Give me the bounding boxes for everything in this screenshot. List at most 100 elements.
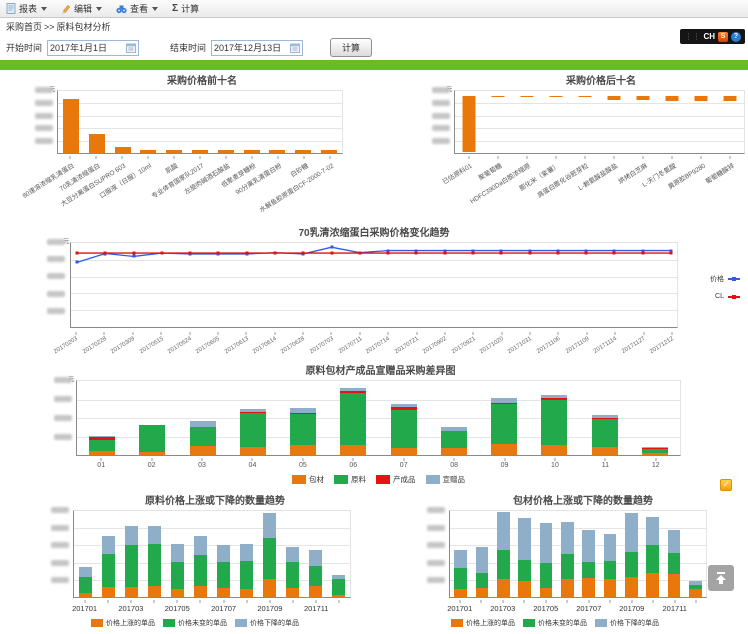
chevron-down-icon	[41, 6, 48, 11]
axis-tick	[729, 156, 731, 159]
bar-segment	[239, 413, 266, 448]
legend-label: 价格未变的单品	[538, 620, 587, 627]
x-axis-label: 201703	[490, 604, 516, 613]
axis-tick	[588, 600, 590, 603]
bar-segment	[308, 586, 323, 597]
axis-tick	[614, 332, 616, 335]
axis-tick	[501, 332, 503, 335]
bar-segment	[340, 444, 367, 455]
bar-segment	[541, 445, 568, 455]
legend-item: 价格未变的单品	[523, 618, 587, 628]
ime-language-toggle[interactable]: CH	[703, 32, 715, 41]
axis-tick	[352, 458, 354, 461]
data-point	[669, 249, 673, 253]
legend-swatch	[292, 475, 306, 484]
x-axis-label: 11	[601, 462, 610, 469]
bar-segment	[170, 543, 185, 562]
bar-stack	[189, 511, 212, 597]
calendar-icon[interactable]	[126, 43, 136, 53]
axis-tick	[671, 332, 673, 335]
bar-segment	[101, 554, 116, 588]
calculate-menu[interactable]: Σ 计算	[172, 2, 199, 15]
gridline	[74, 579, 350, 581]
bar-segment	[101, 535, 116, 555]
bar-stack	[327, 511, 350, 597]
bar-segment	[667, 529, 681, 553]
axis-tick	[274, 332, 276, 335]
x-axis-label: 08	[450, 462, 459, 469]
legend-swatch	[334, 475, 348, 484]
bar-stack	[77, 381, 127, 455]
bar-segment	[308, 565, 323, 587]
bar-segment	[239, 588, 254, 597]
bar-segment	[340, 393, 367, 445]
legend-marker	[728, 277, 740, 281]
bar-segment	[440, 431, 467, 449]
legend-item: 宣赠品	[425, 474, 465, 485]
axis-tick	[302, 332, 304, 335]
calculate-menu-label: 计算	[181, 4, 200, 14]
legend-marker-dot	[732, 294, 736, 299]
bar-segment	[139, 425, 166, 452]
edit-menu[interactable]: 编辑	[61, 2, 103, 15]
x-axis-label: 12	[651, 462, 660, 469]
top-toolbar: 报表 编辑 查看 Σ 计算	[0, 0, 748, 18]
bar-segment	[541, 399, 568, 445]
axis-tick	[566, 600, 568, 603]
axis-tick	[75, 332, 77, 335]
bar-segment	[591, 446, 618, 455]
report-menu[interactable]: 报表	[6, 2, 48, 15]
data-point	[330, 245, 334, 249]
bar-stack	[429, 381, 479, 455]
y-axis-label-blurred	[47, 239, 65, 245]
axis-tick	[245, 332, 247, 335]
x-axis-label: 201701	[72, 604, 98, 613]
report-icon	[6, 3, 16, 14]
chart-title: 包材价格上涨或下降的数量趋势	[513, 496, 653, 507]
axis-tick	[387, 332, 389, 335]
y-axis-label-blurred	[427, 577, 445, 584]
end-date-input[interactable]	[214, 42, 291, 53]
bar-stack	[258, 511, 281, 597]
bar-segment	[539, 588, 553, 597]
calculate-button[interactable]: 计算	[330, 38, 373, 57]
x-axis-label: 01	[97, 462, 106, 469]
sogou-icon[interactable]: S	[718, 31, 728, 42]
x-axis-label: 04	[248, 462, 257, 469]
axis-tick	[130, 600, 132, 603]
gridline	[71, 259, 677, 261]
help-icon[interactable]: ?	[731, 31, 741, 42]
y-axis-label-blurred	[51, 542, 69, 549]
bar-stack	[127, 381, 177, 455]
calendar-icon[interactable]	[290, 43, 300, 53]
start-date-input[interactable]	[50, 42, 127, 53]
end-date-field[interactable]	[211, 39, 304, 56]
y-axis-label-blurred	[51, 577, 69, 584]
confirm-check-icon[interactable]: ✓	[720, 479, 732, 491]
back-to-top-button[interactable]	[708, 565, 734, 591]
gridline	[71, 293, 677, 295]
axis-tick	[173, 156, 175, 159]
data-point	[443, 249, 447, 253]
x-axis-label: 201711	[662, 604, 687, 613]
gridline	[71, 276, 677, 278]
axis-tick	[472, 332, 474, 335]
bar-segment	[290, 408, 317, 414]
y-axis-label-blurred	[51, 559, 69, 566]
x-axis-label: 09	[500, 462, 509, 469]
x-axis-label: 20170921	[450, 336, 477, 356]
breadcrumb-home[interactable]: 采购首页	[6, 22, 43, 32]
chart-legend: 价格上涨的单品 价格未变的单品 价格下降的单品	[33, 618, 357, 628]
legend-swatch	[451, 619, 463, 627]
bar-segment	[440, 426, 467, 431]
axis-tick	[671, 156, 673, 159]
line-series	[71, 243, 677, 327]
view-menu[interactable]: 查看	[116, 2, 159, 15]
start-date-field[interactable]	[47, 39, 140, 56]
x-axis-label: 20171020	[479, 336, 505, 356]
bar-segment	[539, 523, 553, 564]
grip-handle-icon[interactable]: ⋮⋮	[684, 31, 701, 41]
bar-segment	[193, 555, 208, 586]
y-axis-labels-blurred	[425, 507, 447, 598]
axis-tick	[292, 600, 294, 603]
